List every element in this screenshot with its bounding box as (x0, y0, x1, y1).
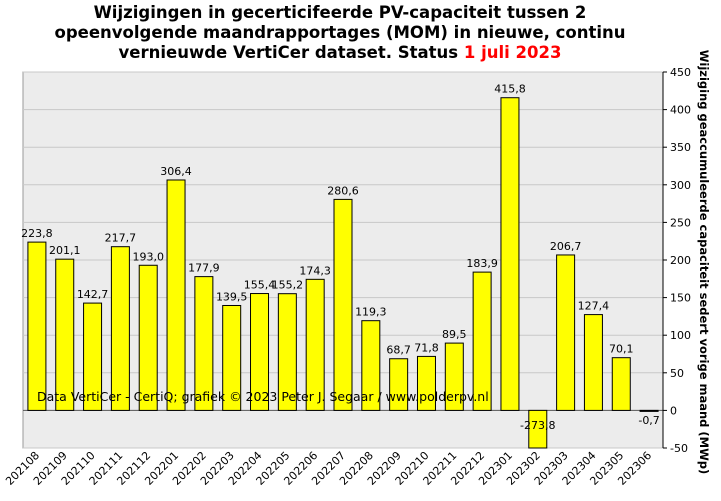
bar-202304 (583, 314, 603, 411)
data-label: 71,8 (414, 341, 439, 354)
data-label: 223,8 (21, 227, 53, 240)
y-tick-label: 100 (670, 329, 691, 342)
y-axis: -50 0 50 100 150 200 250 300 350 400 450 (662, 66, 691, 455)
title-line-3-prefix: vernieuwde VertiCer dataset. Status (118, 43, 464, 62)
data-label: 139,5 (216, 290, 248, 303)
data-label: 174,3 (299, 264, 331, 277)
bar-202201 (166, 179, 186, 411)
bar-202302 (528, 409, 548, 449)
data-label: 155,4 (244, 279, 276, 292)
y-tick-label: 50 (670, 367, 684, 380)
data-label: 155,2 (272, 279, 304, 292)
bar-202108 (27, 241, 47, 411)
y-tick-label: 200 (670, 254, 691, 267)
bar-202306 (639, 409, 659, 412)
chart-title: Wijzigingen in gecerticifeerde PV-capaci… (0, 3, 680, 63)
y-tick-label: 300 (670, 179, 691, 192)
data-label: 68,7 (386, 344, 411, 357)
bar-202212 (472, 271, 492, 411)
bar-202301 (500, 97, 520, 411)
y-tick-label: 450 (670, 66, 691, 79)
y-tick-label: -50 (670, 442, 688, 455)
bar-202204 (250, 293, 270, 411)
bar-202208 (361, 320, 381, 411)
title-line-1: Wijzigingen in gecerticifeerde PV-capaci… (93, 3, 587, 22)
bar-202112 (138, 264, 158, 411)
bar-202111 (110, 246, 130, 411)
bar-202202 (194, 276, 214, 411)
credit-text: Data VertiCer - CertiQ; grafiek © 2023 P… (37, 389, 489, 404)
data-label: 89,5 (442, 328, 467, 341)
data-label: 183,9 (466, 257, 498, 270)
x-axis: 2021082021092021102021112021122022012022… (3, 449, 654, 488)
y-tick-label: 350 (670, 141, 691, 154)
data-label: -273,8 (520, 419, 555, 432)
bar-202305 (611, 357, 631, 411)
data-label: 206,7 (550, 240, 582, 253)
data-label: -0,7 (638, 414, 659, 427)
bar-202203 (222, 304, 242, 411)
title-status-date: 1 juli 2023 (463, 43, 562, 62)
data-label: 127,4 (578, 300, 610, 313)
bar-202110 (83, 302, 103, 411)
y-tick-label: 150 (670, 292, 691, 305)
y-axis-label: Wijziging geaccumuleerde capaciteit sede… (697, 50, 711, 475)
bar-202303 (556, 254, 576, 411)
data-label: 177,9 (188, 262, 220, 275)
title-line-3: vernieuwde VertiCer dataset. Status 1 ju… (0, 43, 680, 63)
data-label: 193,0 (132, 250, 164, 263)
data-label: 306,4 (160, 165, 192, 178)
y-tick-label: 250 (670, 216, 691, 229)
bar-202109 (55, 258, 75, 411)
title-line-2: opeenvolgende maandrapportages (MOM) in … (54, 23, 626, 42)
data-label: 415,8 (494, 83, 526, 96)
data-labels: 223,8 201,1 142,7 217,7 193,0 306,4 177,9 139,5… (21, 83, 660, 432)
bar-202207 (333, 198, 353, 411)
y-tick-label: 400 (670, 104, 691, 117)
data-label: 201,1 (49, 244, 81, 257)
data-label: 280,6 (327, 184, 359, 197)
data-label: 217,7 (105, 232, 137, 245)
y-tick-label: 0 (670, 404, 677, 417)
bar-202209 (389, 358, 409, 411)
bars (27, 97, 659, 449)
bar-202210 (416, 355, 436, 411)
bar-202206 (305, 278, 325, 411)
bar-202211 (444, 342, 464, 411)
data-label: 119,3 (355, 306, 387, 319)
bar-202205 (277, 293, 297, 411)
data-label: 70,1 (609, 343, 634, 356)
data-label: 142,7 (77, 288, 109, 301)
